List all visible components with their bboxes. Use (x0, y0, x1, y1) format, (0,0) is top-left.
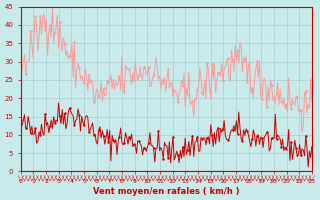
X-axis label: Vent moyen/en rafales ( km/h ): Vent moyen/en rafales ( km/h ) (93, 187, 240, 196)
